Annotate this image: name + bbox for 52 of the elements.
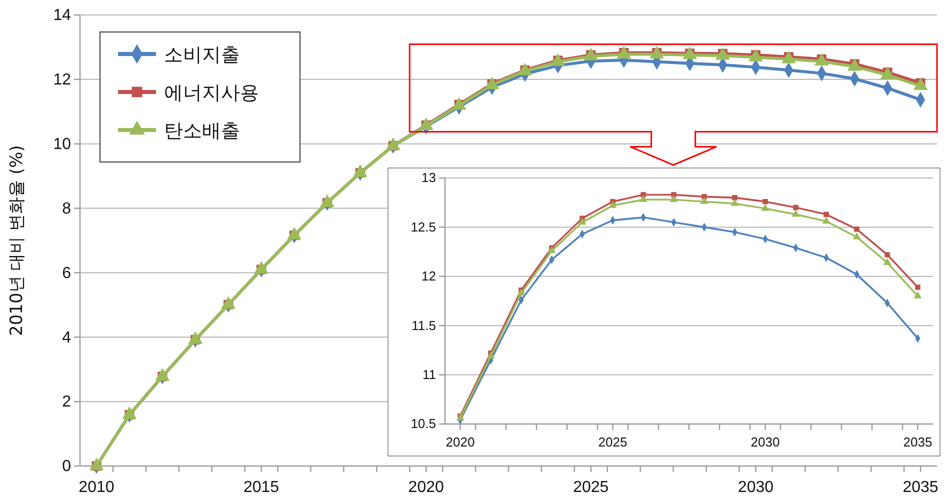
x-tick-label: 2035 bbox=[902, 478, 938, 496]
point bbox=[700, 196, 708, 204]
point bbox=[155, 368, 170, 381]
point bbox=[854, 226, 860, 232]
y-tick-label: 10 bbox=[53, 136, 72, 153]
y-tick-label: 4 bbox=[62, 329, 72, 346]
x-tick-label: 2025 bbox=[573, 478, 609, 496]
point bbox=[486, 351, 495, 358]
point bbox=[761, 204, 770, 211]
point bbox=[578, 218, 586, 225]
legend-label: 소비지출 bbox=[164, 44, 240, 66]
y-tick-label: 13 bbox=[422, 170, 436, 186]
y-tick-label: 14 bbox=[53, 7, 72, 24]
point bbox=[639, 195, 648, 202]
y-tick-label: 6 bbox=[62, 264, 72, 282]
point bbox=[792, 210, 800, 217]
x-tick-label: 2035 bbox=[903, 434, 932, 450]
x-tick-label: 2025 bbox=[598, 434, 628, 450]
y-tick-label: 12 bbox=[422, 268, 436, 284]
point bbox=[608, 200, 617, 208]
point bbox=[730, 198, 739, 206]
point bbox=[732, 195, 738, 200]
x-tick-label: 2030 bbox=[738, 478, 774, 496]
point bbox=[824, 212, 829, 218]
y-tick-label: 10.5 bbox=[410, 416, 436, 432]
point bbox=[884, 252, 890, 258]
point bbox=[762, 198, 768, 204]
x-tick-label: 2020 bbox=[408, 478, 444, 496]
y-tick-label: 8 bbox=[62, 200, 72, 218]
y-tick-label: 11 bbox=[422, 366, 436, 382]
y-axis-title: 2010년 대비 변화율 (%) bbox=[7, 145, 27, 336]
x-tick-label: 2015 bbox=[243, 478, 280, 496]
point bbox=[793, 204, 798, 210]
y-tick-label: 0 bbox=[62, 458, 72, 476]
point bbox=[852, 232, 861, 240]
point bbox=[915, 284, 920, 290]
point bbox=[670, 195, 678, 202]
x-tick-label: 2020 bbox=[446, 434, 475, 450]
legend-label: 에너지사용 bbox=[164, 82, 259, 104]
point bbox=[548, 246, 556, 254]
x-tick-label: 2030 bbox=[750, 434, 780, 450]
point bbox=[914, 291, 922, 298]
y-tick-label: 11.5 bbox=[412, 318, 436, 333]
point bbox=[822, 216, 830, 224]
y-tick-label: 12 bbox=[53, 72, 72, 89]
legend-label: 탄소배출 bbox=[164, 120, 240, 142]
y-tick-label: 2 bbox=[62, 394, 72, 411]
y-tick-label: 12.5 bbox=[410, 219, 436, 234]
point bbox=[883, 258, 892, 265]
point bbox=[89, 458, 104, 470]
x-tick-label: 2010 bbox=[78, 478, 114, 496]
point bbox=[517, 288, 526, 296]
